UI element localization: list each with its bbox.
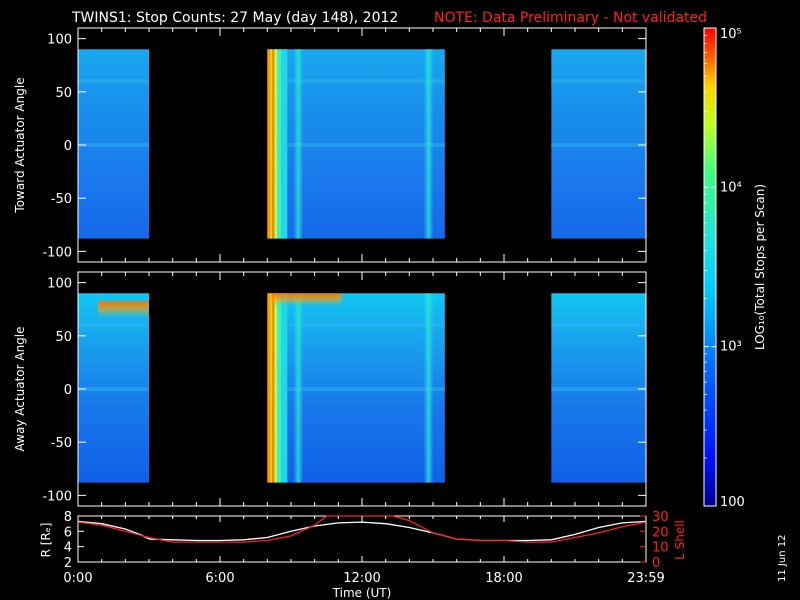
away-y-axis-label: Away Actuator Angle <box>13 326 27 451</box>
colorbar: 10⁵ 10⁴ 10³ 100 LOG₁₀(Total Stops per Scan) <box>703 27 767 510</box>
heatmap-stripe <box>267 387 445 391</box>
heatmap-block <box>78 49 149 239</box>
left-y-tick-label: 8 <box>64 510 72 525</box>
heatmap-stripe <box>551 323 646 328</box>
heatmap-glow <box>293 293 304 483</box>
orbit-lines <box>77 515 647 543</box>
heatmap-stripe <box>267 323 445 328</box>
y-tick-label: 100 <box>47 277 72 292</box>
heatmap-stripe <box>551 387 646 391</box>
right-y-tick-label: 20 <box>652 525 669 540</box>
heatmap-edge-column <box>270 293 273 483</box>
heatmap-glow <box>423 293 434 483</box>
heatmap-block <box>78 293 149 483</box>
toward-actuator-heatmap-panel: 100 50 0 -50 -100 Toward Actuator Angle <box>13 27 647 263</box>
toward-heatmap-data <box>78 49 646 239</box>
y-tick-label: -50 <box>51 436 72 451</box>
heatmap-edge-column <box>281 49 288 239</box>
heatmap-edge-column <box>274 49 278 239</box>
heatmap-stripe <box>267 79 445 84</box>
heatmap-stripe <box>78 387 149 391</box>
l-shell-line <box>77 515 647 543</box>
colorbar-gradient <box>704 28 716 506</box>
heatmap-stripe <box>551 143 646 147</box>
away-heatmap-data <box>78 293 646 483</box>
heatmap-block <box>551 293 646 483</box>
y-tick-label: 0 <box>64 383 72 398</box>
colorbar-tick-label: 10³ <box>720 340 742 355</box>
colorbar-ticks: 10⁵ 10⁴ 10³ 100 <box>704 27 745 510</box>
heatmap-stripe <box>551 79 646 84</box>
heatmap-edge-column <box>281 293 288 483</box>
l-shell-axis-label: L Shell <box>673 520 687 560</box>
r-axis-label: R [Rₑ] <box>39 523 53 558</box>
x-tick-label: 0:00 <box>63 571 92 586</box>
toward-y-axis-label: Toward Actuator Angle <box>13 77 27 213</box>
x-tick-label: 12:00 <box>343 571 380 586</box>
x-tick-label: 6:00 <box>205 571 234 586</box>
preliminary-note: NOTE: Data Preliminary - Not validated <box>434 10 707 26</box>
heatmap-edge-column <box>272 293 275 483</box>
heatmap-stripe <box>78 143 149 147</box>
left-y-tick-label: 2 <box>64 556 72 571</box>
colorbar-frame <box>703 27 717 507</box>
y-tick-label: -100 <box>42 489 72 504</box>
left-y-tick-label: 6 <box>64 525 72 540</box>
y-tick-label: -100 <box>42 245 72 260</box>
heatmap-edge-column <box>274 293 278 483</box>
right-y-tick-label: 30 <box>652 510 669 525</box>
right-y-tick-label: 0 <box>652 556 660 571</box>
x-tick-label: 23:59 <box>627 571 664 586</box>
heatmap-block <box>551 49 646 239</box>
toward-panel-ticks: 100 50 0 -50 -100 <box>42 28 647 262</box>
heatmap-stripe <box>78 323 149 328</box>
date-stamp: 11 Jun 12 <box>777 535 788 582</box>
heatmap-edge-column <box>267 293 271 483</box>
x-axis-label: Time (UT) <box>332 586 392 600</box>
heatmap-stripe <box>78 79 149 84</box>
heatmap-edge-column <box>270 49 273 239</box>
x-tick-label: 18:00 <box>485 571 522 586</box>
y-tick-label: 100 <box>47 33 72 48</box>
heatmap-edge-column <box>267 49 271 239</box>
heatmap-edge-column <box>277 49 282 239</box>
away-actuator-heatmap-panel: 100 50 0 -50 -100 Away Actuator Angle <box>13 271 647 507</box>
heatmap-glow <box>423 49 434 239</box>
r-distance-line <box>77 520 647 542</box>
colorbar-tick-label: 10⁴ <box>720 180 742 195</box>
heatmap-edge-column <box>277 293 282 483</box>
heatmap-edge-column <box>272 49 275 239</box>
colorbar-tick-label: 100 <box>720 495 745 510</box>
chart-title: TWINS1: Stop Counts: 27 May (day 148), 2… <box>71 10 398 26</box>
away-panel-ticks: 100 50 0 -50 -100 <box>42 272 647 506</box>
heatmap-hot-region <box>98 301 149 320</box>
y-tick-label: 0 <box>64 139 72 154</box>
colorbar-tick-label: 10⁵ <box>720 27 742 42</box>
right-y-tick-label: 10 <box>652 541 669 556</box>
heatmap-hot-region <box>271 293 342 308</box>
heatmap-glow <box>293 49 304 239</box>
left-y-tick-label: 4 <box>64 541 72 556</box>
colorbar-label: LOG₁₀(Total Stops per Scan) <box>753 184 767 350</box>
y-tick-label: 50 <box>55 86 72 101</box>
heatmap-stripe <box>267 143 445 147</box>
y-tick-label: 50 <box>55 330 72 345</box>
y-tick-label: -50 <box>51 192 72 207</box>
